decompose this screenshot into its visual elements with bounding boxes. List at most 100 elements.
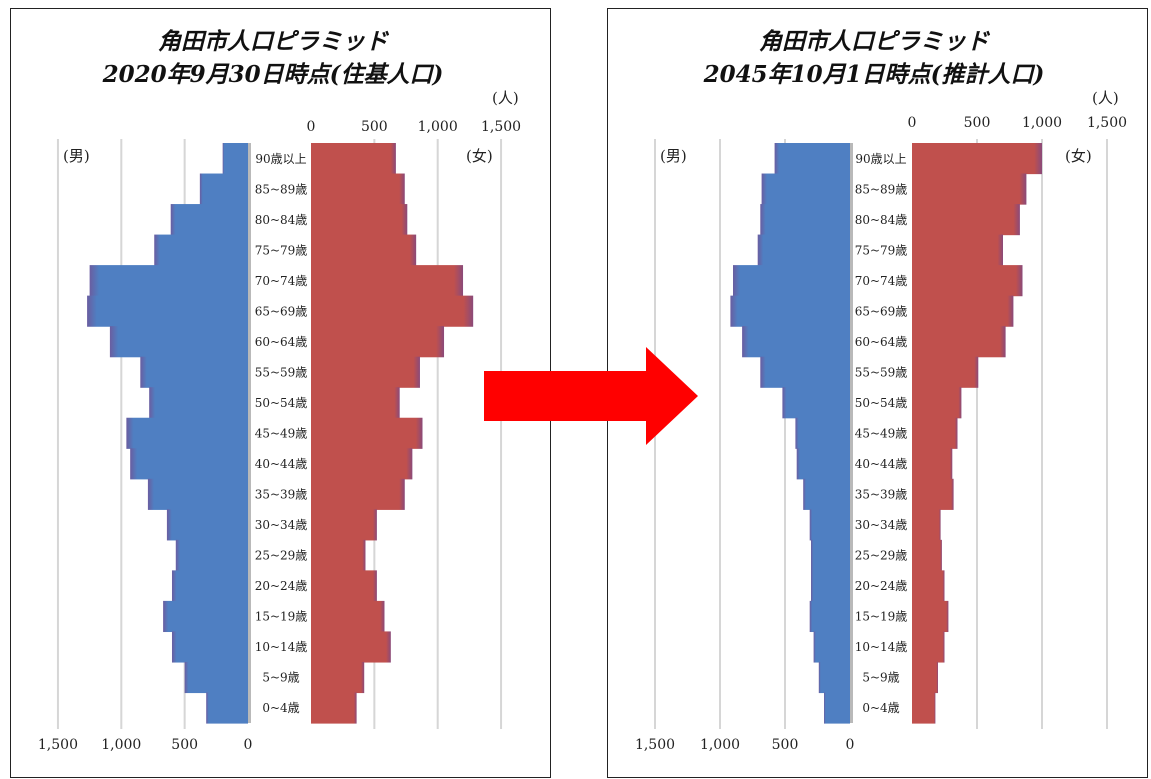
age-group-label: 30~34歳 bbox=[255, 518, 308, 532]
female-bar bbox=[912, 356, 979, 388]
male-bar bbox=[140, 356, 248, 388]
male-bar bbox=[760, 204, 850, 236]
age-group-label: 65~69歳 bbox=[255, 304, 308, 318]
male-bar bbox=[147, 478, 248, 510]
female-bar bbox=[912, 600, 949, 633]
female-axis-tick-label: 1,500 bbox=[1087, 115, 1127, 131]
age-group-label: 25~29歳 bbox=[255, 549, 308, 563]
age-group-label: 35~39歳 bbox=[855, 488, 908, 502]
female-bar bbox=[912, 448, 953, 480]
age-group-label: 10~14歳 bbox=[255, 640, 308, 654]
age-group-label: 40~44歳 bbox=[855, 457, 908, 471]
male-bar bbox=[730, 295, 850, 327]
male-bar bbox=[199, 173, 248, 205]
male-axis-tick-label: 0 bbox=[846, 737, 855, 753]
age-group-label: 40~44歳 bbox=[255, 457, 308, 471]
male-bar bbox=[166, 509, 248, 541]
age-group-label: 65~69歳 bbox=[855, 304, 908, 318]
female-bar bbox=[311, 204, 408, 236]
male-bar bbox=[154, 234, 248, 266]
male-axis-tick-label: 1,000 bbox=[101, 737, 141, 753]
pyramid-panel-2020: 角田市人口ピラミッド 2020年9月30日時点(住基人口) (人) (男) (女… bbox=[10, 8, 551, 778]
age-group-label: 85~89歳 bbox=[255, 182, 308, 196]
male-bar bbox=[222, 143, 248, 175]
age-group-label: 30~34歳 bbox=[855, 518, 908, 532]
female-bar bbox=[311, 661, 365, 694]
female-bar bbox=[912, 143, 1042, 175]
male-bar bbox=[87, 295, 248, 327]
female-bar bbox=[912, 692, 936, 724]
male-bar bbox=[803, 478, 850, 510]
male-bar bbox=[109, 326, 248, 358]
female-bar bbox=[311, 295, 474, 327]
chart-title-line-1: 角田市人口ピラミッド bbox=[759, 28, 991, 55]
age-group-label: 50~54歳 bbox=[255, 396, 308, 410]
age-group-label: 20~24歳 bbox=[255, 579, 308, 593]
female-bar bbox=[912, 509, 941, 541]
female-bar bbox=[311, 356, 420, 388]
male-bar bbox=[795, 417, 850, 449]
female-bar bbox=[912, 265, 1023, 297]
male-bar bbox=[809, 600, 850, 633]
age-group-label: 75~79歳 bbox=[855, 243, 908, 257]
male-bar bbox=[761, 173, 850, 205]
male-label: (男) bbox=[660, 147, 687, 165]
male-bar bbox=[175, 539, 248, 571]
age-group-label: 60~64歳 bbox=[255, 335, 308, 349]
unit-label: (人) bbox=[1092, 89, 1119, 107]
male-bar bbox=[811, 539, 850, 571]
female-axis-tick-label: 500 bbox=[964, 115, 991, 131]
female-bar bbox=[311, 509, 377, 541]
female-bar bbox=[311, 570, 377, 602]
male-bar bbox=[171, 631, 248, 663]
male-axis-tick-label: 1,500 bbox=[38, 737, 78, 753]
male-axis-baseline bbox=[850, 143, 853, 723]
male-bar bbox=[774, 143, 850, 175]
female-bar bbox=[912, 478, 954, 510]
female-axis-tick-label: 1,000 bbox=[418, 119, 458, 135]
female-label: (女) bbox=[1065, 147, 1092, 165]
male-bar bbox=[126, 417, 248, 449]
right-arrow-icon bbox=[484, 347, 698, 445]
female-bar bbox=[311, 539, 366, 571]
female-bar bbox=[311, 265, 464, 297]
age-group-label: 20~24歳 bbox=[855, 579, 908, 593]
male-bar bbox=[184, 661, 248, 694]
male-bar bbox=[760, 356, 850, 388]
female-bar bbox=[912, 326, 1006, 358]
female-bar bbox=[912, 417, 958, 449]
age-group-label: 5~9歳 bbox=[262, 671, 299, 685]
female-bar bbox=[311, 448, 413, 480]
male-bar bbox=[757, 234, 850, 266]
unit-label: (人) bbox=[492, 89, 519, 107]
male-bar bbox=[149, 387, 248, 419]
chart-title-line-1: 角田市人口ピラミッド bbox=[158, 28, 390, 55]
female-bar bbox=[912, 173, 1027, 205]
female-bar bbox=[912, 204, 1020, 236]
male-bar bbox=[818, 661, 850, 694]
male-bar bbox=[811, 570, 850, 602]
age-group-label: 60~64歳 bbox=[855, 335, 908, 349]
age-group-label: 45~49歳 bbox=[255, 427, 308, 441]
female-bar bbox=[912, 631, 945, 663]
age-group-label: 55~59歳 bbox=[255, 365, 308, 379]
age-group-label: 70~74歳 bbox=[255, 274, 308, 288]
male-bar bbox=[130, 448, 248, 480]
age-group-label: 50~54歳 bbox=[855, 396, 908, 410]
female-label: (女) bbox=[466, 147, 493, 165]
female-bar bbox=[912, 539, 942, 571]
male-axis-tick-label: 1,500 bbox=[635, 737, 675, 753]
male-bar bbox=[89, 265, 248, 297]
pyramid-panel-2045: 角田市人口ピラミッド 2045年10月1日時点(推計人口) (人) (男) (女… bbox=[607, 8, 1148, 778]
male-bar bbox=[809, 509, 850, 541]
age-group-label: 15~19歳 bbox=[855, 610, 908, 624]
male-bar bbox=[171, 570, 248, 602]
age-group-label: 0~4歳 bbox=[862, 701, 899, 715]
age-group-label: 90歳以上 bbox=[855, 152, 906, 166]
female-bar bbox=[912, 234, 1003, 266]
male-bar bbox=[813, 631, 850, 663]
age-group-label: 25~29歳 bbox=[855, 549, 908, 563]
male-bar bbox=[163, 600, 248, 633]
male-axis-tick-label: 0 bbox=[244, 737, 253, 753]
female-bar bbox=[311, 692, 357, 724]
